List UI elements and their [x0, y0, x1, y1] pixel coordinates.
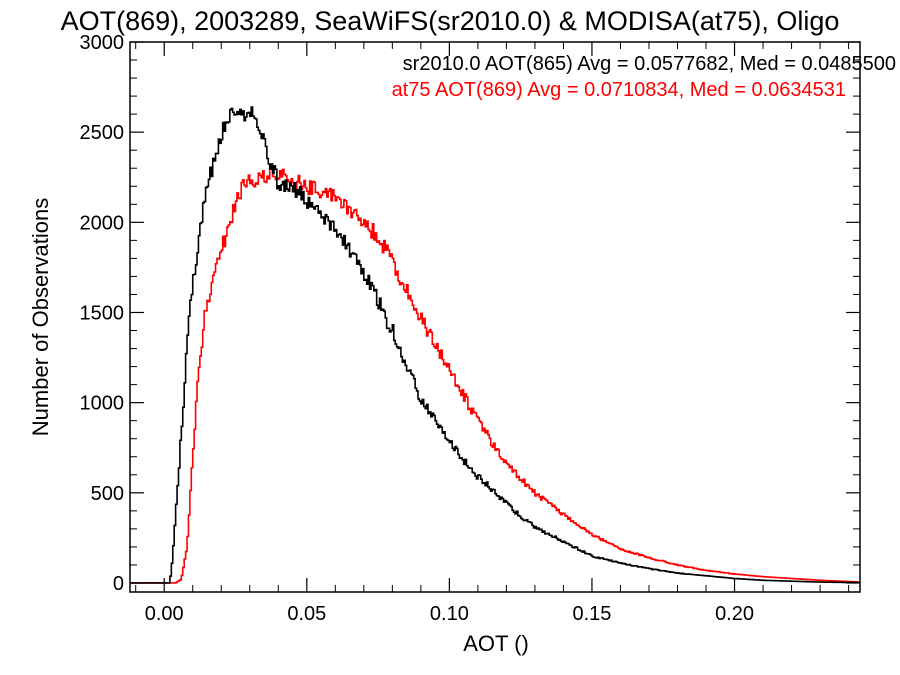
y-tick-label: 1500 [80, 302, 125, 324]
series-line-at75 [130, 167, 860, 584]
y-tick-label: 3000 [80, 32, 125, 54]
y-tick-label: 1000 [80, 393, 125, 415]
y-axis-label: Number of Observations [28, 198, 53, 436]
x-tick-label: 0.15 [572, 603, 611, 625]
y-tick-label: 2500 [80, 122, 125, 144]
plot-area: 0.00 0.05 0.10 0.15 0.20 0 500 1000 1500 2000 2500… [80, 32, 861, 625]
x-tick-label: 0.05 [287, 603, 326, 625]
x-tick-label: 0.10 [430, 603, 469, 625]
series-line-sr2010 [130, 106, 860, 584]
y-tick-label: 500 [91, 483, 124, 505]
x-tick-label: 0.20 [715, 603, 754, 625]
plot-frame [129, 41, 861, 593]
x-axis-label: AOT () [463, 631, 529, 656]
chart-title: AOT(869), 2003289, SeaWiFS(sr2010.0) & M… [61, 6, 840, 36]
y-tick-label: 2000 [80, 212, 125, 234]
y-tick-label: 0 [113, 573, 124, 595]
x-tick-label: 0.00 [145, 603, 184, 625]
legend-entry-sr2010: sr2010.0 AOT(865) Avg = 0.0577682, Med =… [403, 53, 896, 75]
legend-entry-at75: at75 AOT(869) Avg = 0.0710834, Med = 0.0… [392, 79, 846, 101]
